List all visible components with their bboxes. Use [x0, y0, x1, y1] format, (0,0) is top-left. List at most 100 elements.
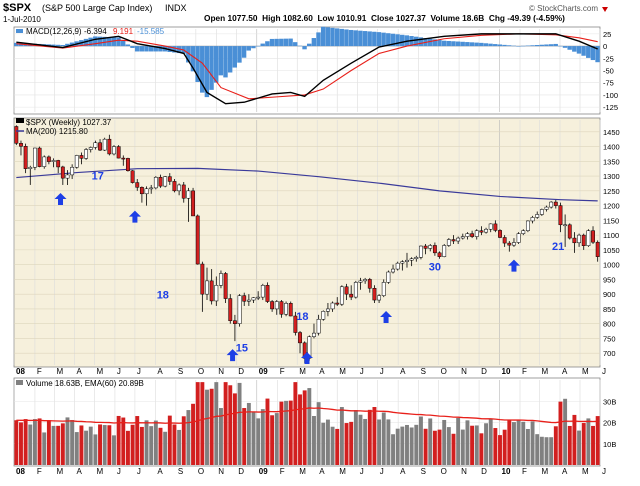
volume-bar — [70, 419, 75, 465]
candle-body — [516, 233, 521, 243]
dropdown-arrow-icon[interactable] — [602, 7, 608, 12]
volume-bar — [446, 427, 451, 465]
candle-body — [539, 209, 544, 215]
volume-tick-label: 30B — [603, 397, 616, 406]
macd-histogram-bar — [69, 42, 75, 47]
macd-histogram-bar — [390, 33, 396, 47]
candle-body — [298, 332, 302, 344]
volume-tick-label: 10B — [603, 440, 616, 449]
volume-bar — [228, 385, 233, 465]
candle — [567, 223, 572, 240]
candle — [102, 137, 107, 151]
volume-bar — [456, 417, 461, 465]
candle — [507, 241, 512, 252]
macd-histogram-bar — [372, 31, 377, 47]
volume-bar — [539, 436, 544, 465]
candle-body — [465, 233, 470, 237]
volume-bars — [14, 382, 600, 465]
macd-histogram-bar — [320, 26, 326, 47]
candle-body — [442, 245, 447, 257]
candle-body — [372, 288, 377, 301]
candle — [260, 283, 265, 301]
macd-histogram-bar — [427, 38, 433, 47]
candle-body — [512, 242, 516, 246]
volume-bar — [223, 382, 228, 465]
macd-histogram-bar — [469, 42, 475, 47]
price-tick-label: 1400 — [603, 143, 620, 152]
volume-bar — [498, 435, 502, 465]
candle — [177, 183, 182, 196]
volume-bar — [219, 408, 223, 465]
candle-body — [228, 298, 233, 321]
candle — [479, 226, 484, 236]
candle-body — [74, 155, 79, 168]
volume-bar — [330, 426, 335, 465]
volume-bar — [84, 430, 89, 465]
candle — [344, 283, 349, 301]
candle-body — [65, 174, 70, 179]
x-tick-label: O — [441, 367, 447, 376]
volume-bar — [116, 415, 121, 465]
candle — [51, 158, 56, 168]
macd-histogram-bar — [65, 43, 70, 47]
volume-bar — [205, 389, 209, 465]
candle-body — [530, 217, 535, 222]
x-tick-label: D — [238, 367, 244, 376]
macd-histogram-bar — [353, 30, 358, 47]
candle-body — [400, 261, 405, 264]
candle-body — [339, 286, 344, 305]
candle — [339, 285, 344, 306]
candle — [493, 220, 498, 233]
candle — [316, 314, 321, 336]
candle-body — [591, 230, 595, 243]
macd-histogram-bar — [139, 46, 144, 52]
candle — [442, 243, 447, 258]
macd-histogram-bar — [83, 38, 89, 47]
x-tick-label: J — [117, 467, 121, 476]
macd-histogram-bar — [172, 46, 177, 53]
macd-histogram-bar — [14, 42, 19, 47]
volume-bar — [525, 428, 530, 465]
candle-body — [139, 187, 144, 195]
x-tick-label: M — [582, 367, 589, 376]
macd-histogram-bar — [418, 37, 424, 47]
volume-bar — [214, 382, 219, 465]
candle-body — [251, 297, 256, 301]
volume-bar — [14, 420, 19, 465]
candle — [353, 280, 358, 299]
candle-body — [395, 262, 400, 270]
candle — [502, 235, 507, 247]
macd-tick-label: -125 — [603, 103, 618, 112]
price-tick-label: 1200 — [603, 202, 620, 211]
candle — [395, 261, 400, 271]
candle — [335, 297, 340, 306]
candle — [135, 179, 140, 191]
candle-body — [200, 263, 205, 295]
macd-histogram-bar — [455, 41, 461, 47]
volume-bar — [465, 420, 470, 465]
candle-body — [23, 146, 28, 169]
macd-histogram-bar — [548, 44, 554, 47]
x-tick-label: A — [562, 467, 568, 476]
candle — [228, 294, 233, 324]
volume-bar — [563, 398, 568, 465]
volume-bar — [335, 428, 340, 465]
candle-body — [121, 157, 126, 160]
x-tick-label: M — [96, 367, 103, 376]
candle-body — [284, 303, 288, 315]
x-tick-label: N — [461, 467, 467, 476]
candle-body — [214, 285, 219, 302]
macd-histogram-bar — [274, 38, 279, 47]
macd-histogram-bar — [93, 36, 98, 47]
candle — [377, 294, 382, 304]
volume-bar — [484, 423, 489, 465]
macd-legend-value-signal: 9.191 — [113, 27, 134, 36]
candle — [423, 243, 428, 255]
candle-body — [205, 280, 209, 295]
volume-bar — [428, 418, 433, 465]
macd-histogram-bar — [176, 46, 182, 54]
candle-body — [586, 230, 591, 246]
macd-histogram-bar — [116, 37, 121, 47]
volume-bar — [149, 426, 154, 465]
volume-bar — [274, 413, 279, 465]
